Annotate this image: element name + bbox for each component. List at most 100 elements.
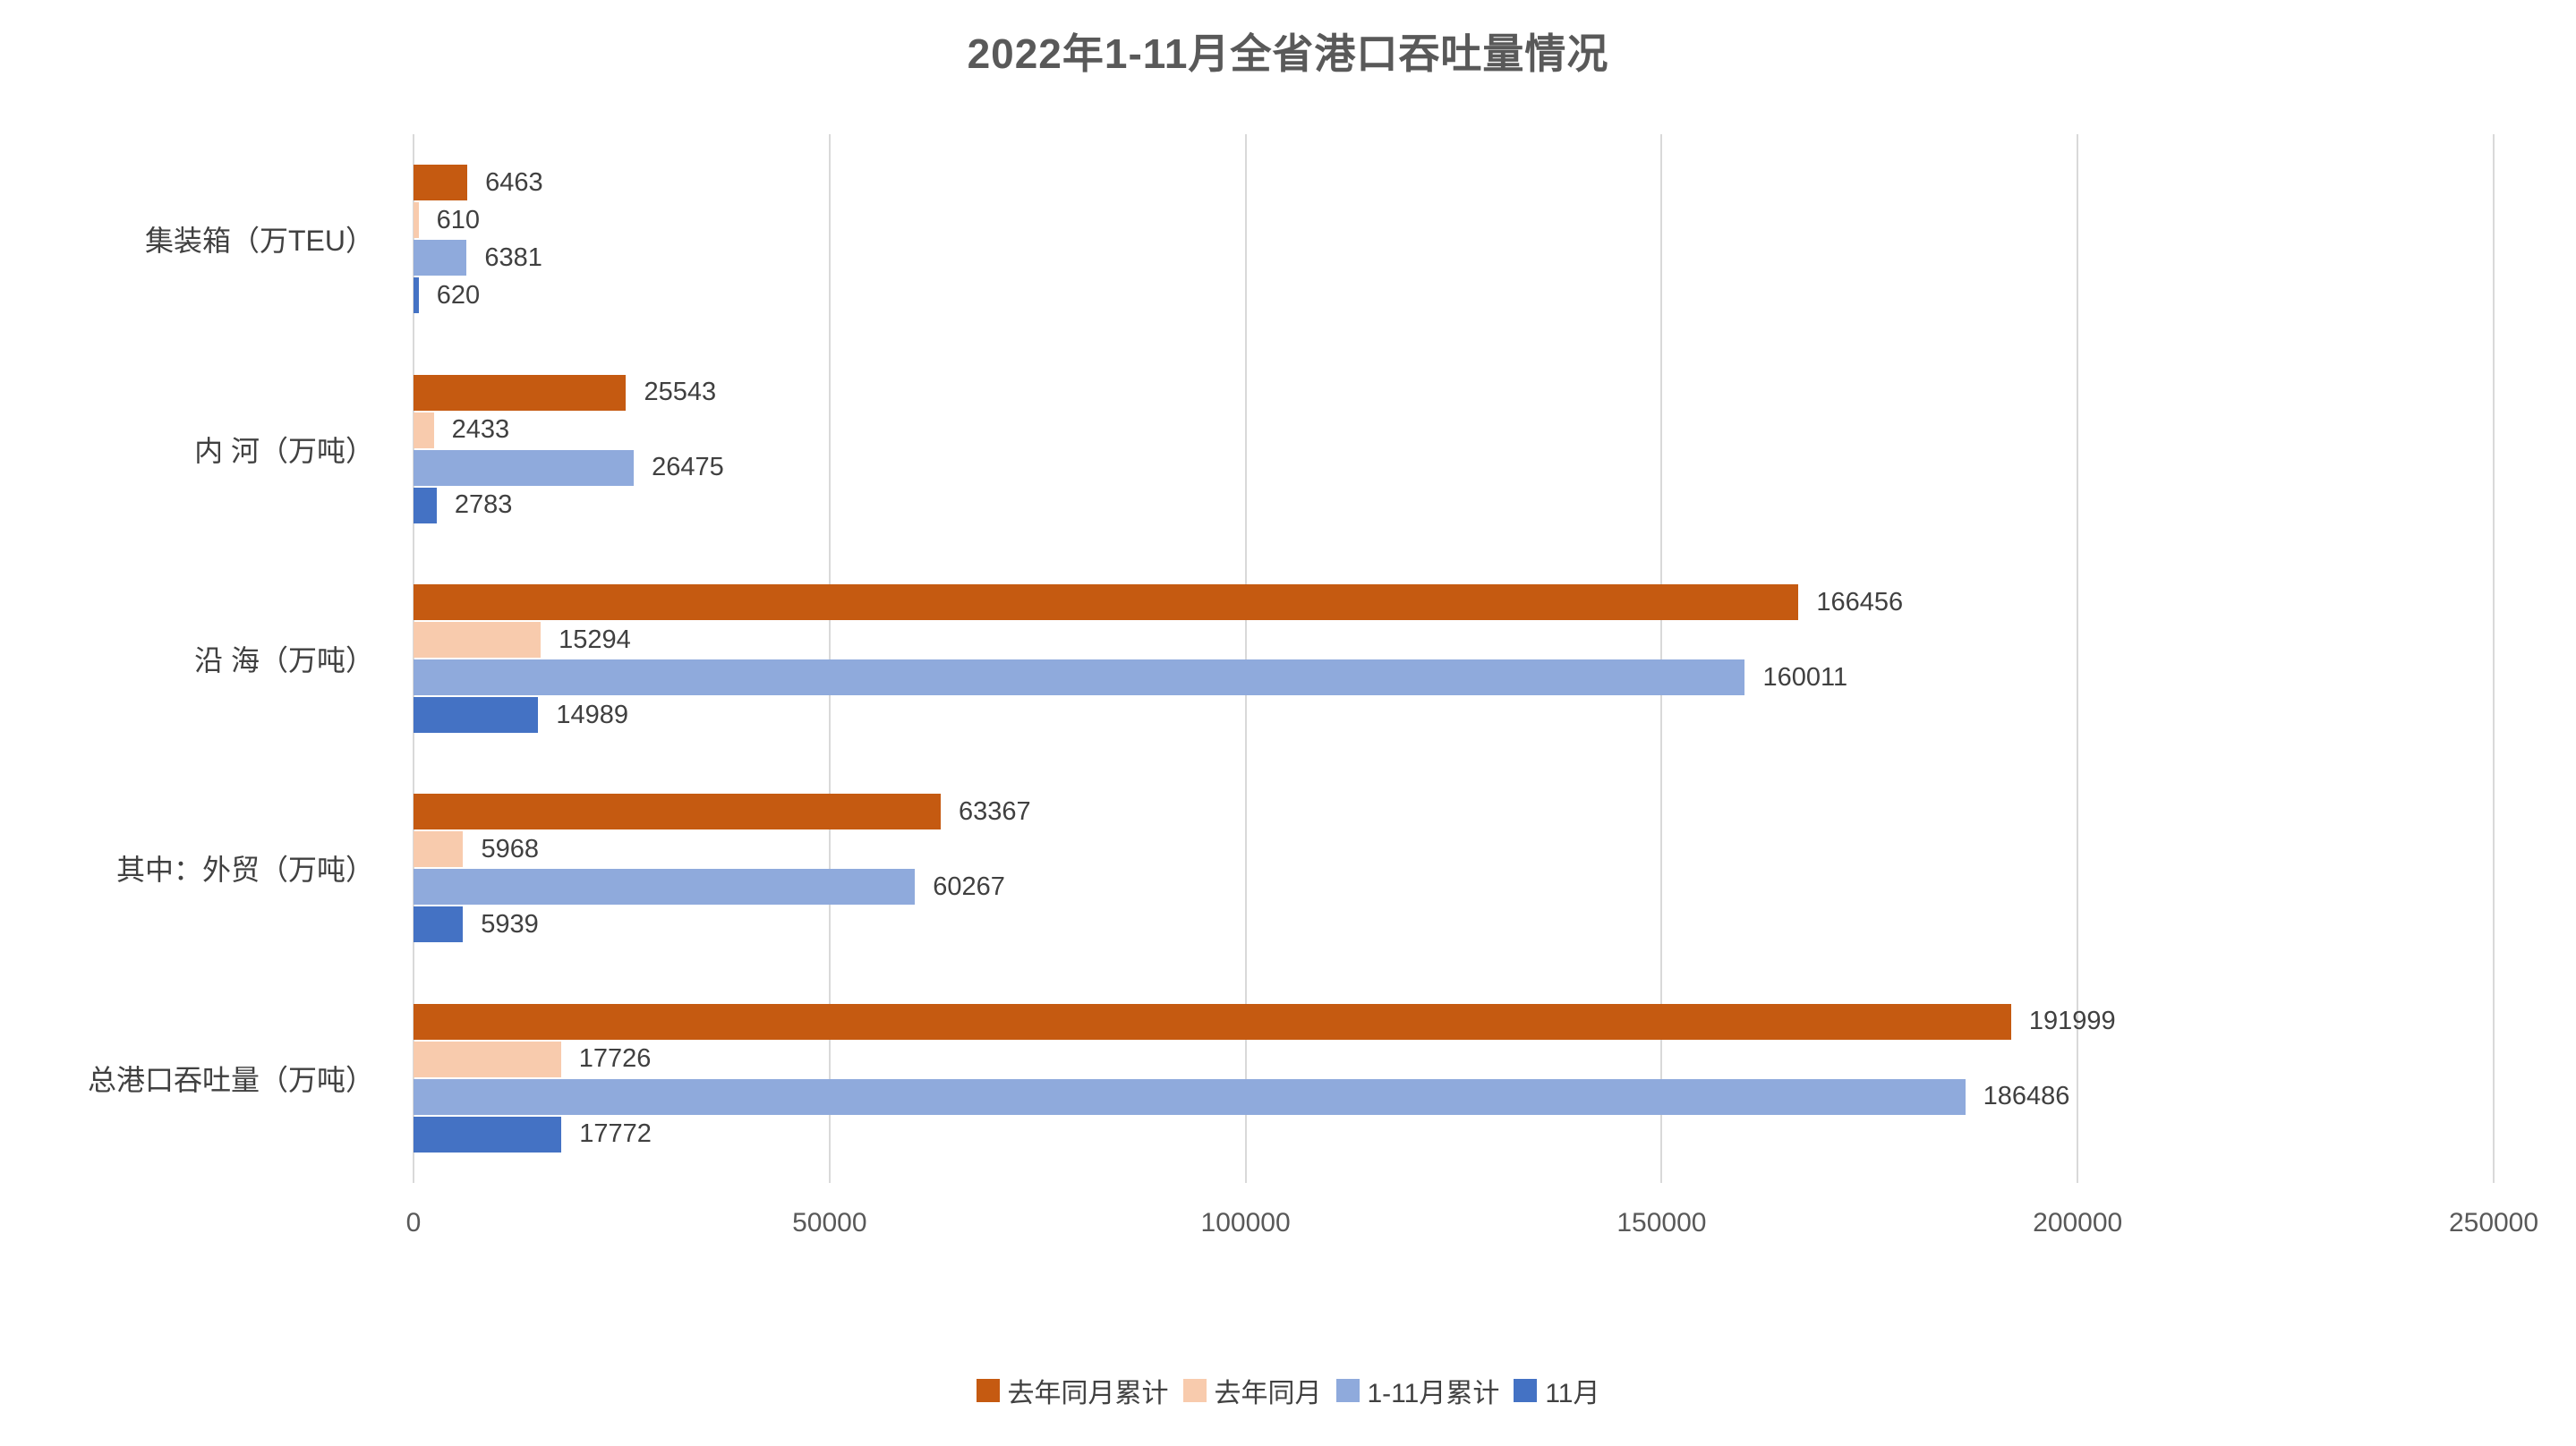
bar-row: 6463 (414, 165, 2494, 201)
bar (414, 277, 419, 314)
category-labels: 集装箱（万TEU） 内 河（万吨） 沿 海（万吨） 其中：外贸（万吨） 总港口吞吐量（万… (0, 134, 394, 1183)
bar (414, 412, 434, 448)
chart-title: 2022年1-11月全省港口吞吐量情况 (967, 30, 1609, 77)
legend-label: 11月 (1545, 1379, 1600, 1408)
legend-label: 1-11月累计 (1367, 1379, 1500, 1408)
gridline (413, 134, 414, 1183)
bar-row: 25543 (414, 374, 2494, 411)
bar (414, 202, 419, 239)
bar-group: 191999 17726 186486 17772 (414, 974, 2494, 1183)
bar-row: 166456 (414, 584, 2494, 621)
category-label: 沿 海（万吨） (194, 644, 374, 677)
bar-value-label: 2433 (451, 415, 510, 445)
bar (414, 1078, 1966, 1115)
legend: 去年同月累计 去年同月 1-11月累计 11月 (0, 1371, 2576, 1410)
gridline (828, 134, 831, 1183)
bar (414, 659, 1745, 696)
bar-row: 2783 (414, 487, 2494, 523)
category-label: 总港口吞吐量（万吨） (87, 1063, 374, 1096)
x-axis: 0 50000 100000 150000 200000 250000 (406, 1208, 2538, 1247)
category-label: 集装箱（万TEU） (144, 225, 374, 258)
bar-value-label: 14989 (556, 700, 628, 729)
legend-label: 去年同月 (1214, 1379, 1322, 1408)
bar-value-label: 17772 (579, 1119, 652, 1149)
bar-group: 166456 15294 160011 14989 (414, 554, 2494, 763)
bar-row: 186486 (414, 1078, 2494, 1115)
bar-group: 6463 610 6381 620 (414, 134, 2494, 344)
x-tick-label: 250000 (2448, 1208, 2539, 1238)
bar-value-label: 15294 (559, 625, 631, 654)
bar (414, 831, 464, 868)
bar-row: 5968 (414, 831, 2494, 868)
bar-group: 63367 5968 60267 5939 (414, 763, 2494, 973)
gridline (1244, 134, 1247, 1183)
legend-item: 去年同月 (1182, 1371, 1322, 1410)
bar-row: 26475 (414, 449, 2494, 486)
category-label: 内 河（万吨） (194, 434, 374, 467)
bar-group: 25543 2433 26475 2783 (414, 344, 2494, 553)
bar-row: 63367 (414, 794, 2494, 830)
bar (414, 869, 916, 906)
bar-value-label: 63367 (959, 796, 1031, 826)
bar (414, 584, 1799, 621)
bar-row: 610 (414, 202, 2494, 239)
gridlines (413, 134, 2495, 1183)
legend-swatch-icon (1335, 1379, 1360, 1402)
bar-value-label: 25543 (644, 378, 717, 407)
gridline (2493, 134, 2495, 1183)
bar-row: 2433 (414, 412, 2494, 448)
category-label: 其中：外贸（万吨） (115, 854, 374, 887)
bar (414, 697, 539, 734)
bar (414, 165, 468, 201)
x-tick-label: 200000 (2033, 1208, 2123, 1238)
legend-swatch-icon (1182, 1379, 1207, 1402)
bar (414, 487, 437, 523)
bar-value-label: 5968 (481, 834, 539, 863)
bar-value-label: 6463 (485, 167, 543, 197)
x-tick-label: 0 (405, 1208, 422, 1238)
gridline (1660, 134, 1663, 1183)
plot-area: 6463 610 6381 620 25543 2433 26475 2783 166456 15… (413, 134, 2495, 1183)
legend-swatch-icon (976, 1379, 1000, 1402)
bar (414, 240, 467, 276)
legend-swatch-icon (1514, 1379, 1538, 1402)
bar-value-label: 60267 (933, 872, 1005, 901)
bar-row: 15294 (414, 622, 2494, 659)
bar-row: 17772 (414, 1116, 2494, 1153)
bar-value-label: 26475 (652, 453, 724, 482)
legend-item: 1-11月累计 (1335, 1371, 1500, 1410)
gridline (2077, 134, 2079, 1183)
bar (414, 374, 627, 411)
legend-item: 去年同月累计 (976, 1371, 1169, 1410)
x-tick-label: 150000 (1616, 1208, 1707, 1238)
bar (414, 1041, 561, 1077)
bar (414, 906, 464, 943)
bar (414, 1116, 562, 1153)
bar-row: 5939 (414, 906, 2494, 943)
bar-value-label: 620 (436, 280, 481, 310)
bar-value-label: 166456 (1816, 587, 1904, 617)
bar (414, 622, 542, 659)
bar-row: 60267 (414, 869, 2494, 906)
bar-value-label: 191999 (2028, 1007, 2116, 1036)
bar-row: 6381 (414, 240, 2494, 276)
bar-value-label: 17726 (578, 1044, 652, 1074)
bar (414, 794, 942, 830)
bar-groups: 6463 610 6381 620 25543 2433 26475 2783 166456 15… (414, 134, 2494, 1183)
bar-value-label: 186486 (1983, 1082, 2070, 1111)
bar-row: 14989 (414, 697, 2494, 734)
legend-item: 11月 (1514, 1371, 1599, 1410)
bar-value-label: 160011 (1762, 662, 1848, 692)
bar (414, 1003, 2011, 1040)
x-tick-label: 50000 (792, 1208, 867, 1238)
bar-row: 160011 (414, 659, 2494, 696)
x-tick-label: 100000 (1200, 1208, 1291, 1238)
bar-value-label: 5939 (481, 909, 539, 939)
bar-row: 191999 (414, 1003, 2494, 1040)
bar-value-label: 2783 (454, 490, 513, 520)
bar-value-label: 610 (436, 205, 481, 234)
legend-label: 去年同月累计 (1007, 1379, 1169, 1408)
bar-value-label: 6381 (484, 242, 542, 272)
bar-row: 620 (414, 277, 2494, 314)
bar-row: 17726 (414, 1041, 2494, 1077)
